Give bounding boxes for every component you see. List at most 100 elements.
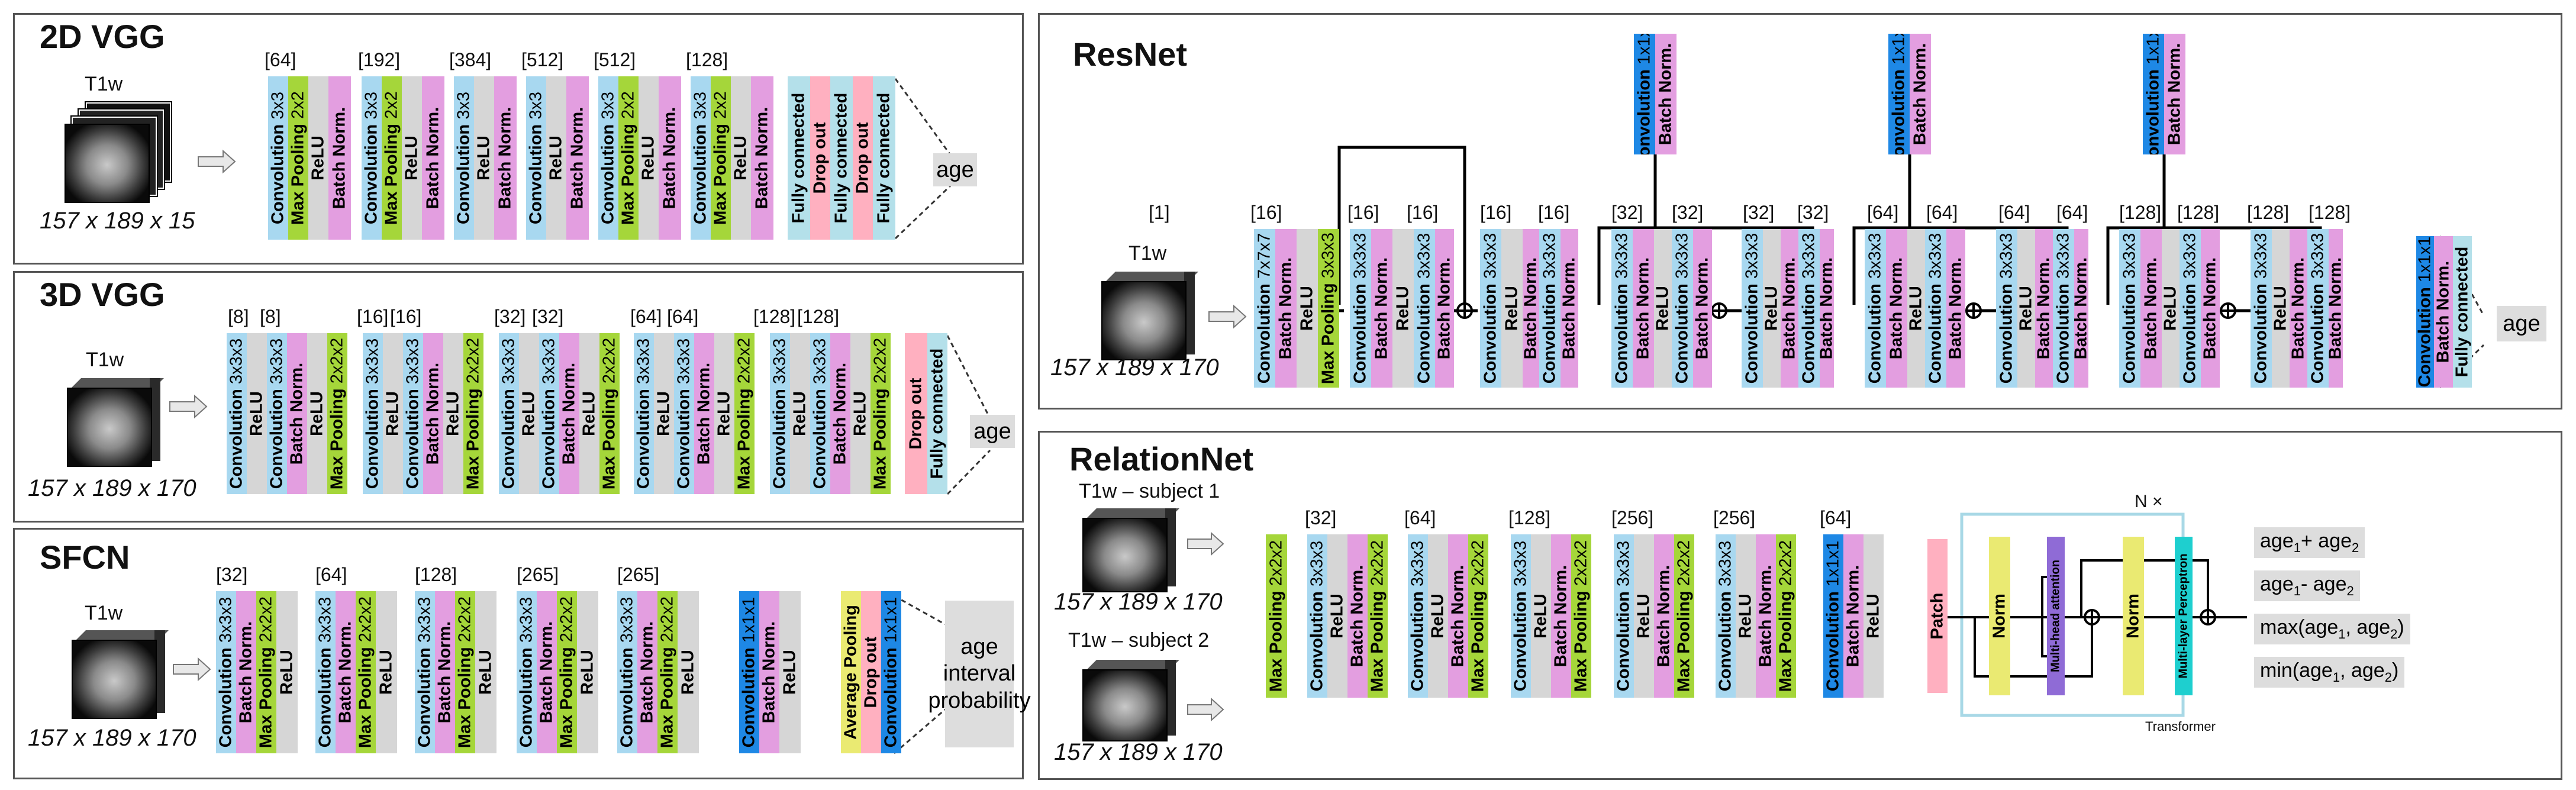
pool-block: Max Pooling 2x2x2	[455, 591, 475, 753]
pool-block: Max Pooling 2x2x2	[1266, 534, 1287, 698]
fc-block: Fully connected	[927, 333, 947, 494]
channel-label: [8]	[228, 306, 249, 327]
input-dimensions: 157 x 189 x 170	[1050, 354, 1219, 381]
channel-label: [16]	[1538, 202, 1570, 223]
conv-block: Convolution 3x3	[526, 76, 546, 240]
relu-block: ReLU	[850, 333, 871, 494]
channel-label: [64]	[1998, 202, 2030, 223]
pool-block: Max Pooling 2x2x2	[327, 333, 347, 494]
projection-conv: Convolution 1x1x1	[2143, 34, 2164, 154]
relu-block: ReLU	[2162, 229, 2180, 388]
panel-title: RelationNet	[1069, 440, 1254, 478]
conv-block: Convolution 3x3x3	[315, 591, 336, 753]
patch-block: Patch	[1927, 539, 1948, 693]
repeat-label: N ×	[2135, 492, 2163, 511]
relu-block: ReLU	[276, 591, 298, 753]
bn-block: Batch Norm.	[751, 76, 773, 240]
conv-block: Convolution 3x3	[598, 76, 618, 240]
conv-block: Convolution 3x3	[362, 76, 382, 240]
bn-block: Batch Norm.	[1633, 229, 1654, 388]
relu-block: ReLU	[1763, 229, 1781, 388]
panel-title: ResNet	[1073, 36, 1187, 73]
pool-block: Max Pooling 2x2x2	[1674, 534, 1694, 698]
conv-block: Convolution 3x3x3	[1307, 534, 1327, 698]
relu-block: ReLU	[1501, 229, 1523, 388]
pool-block: Max Pooling 2x2x2	[1368, 534, 1388, 698]
relu-block: ReLU	[577, 591, 598, 753]
conv-block: Convolution 3x3x3	[1614, 534, 1634, 698]
conv-block: Convolution 3x3x3	[634, 333, 654, 494]
channel-label: [128]	[1508, 507, 1551, 528]
output-age: age	[2497, 306, 2546, 341]
bn-block: Batch Norm.	[1435, 229, 1454, 388]
output-age: age	[970, 415, 1015, 448]
channel-label: [128]	[2247, 202, 2290, 223]
conv-block: Convolution 3x3x3	[1539, 229, 1561, 388]
bn-block: Batch Norm.	[1756, 534, 1776, 698]
relu-block: ReLU	[474, 76, 494, 240]
bn-block: Batch Norm.	[559, 333, 579, 494]
bn-block: Batch Norm.	[1448, 534, 1468, 698]
output-age: age	[933, 153, 977, 186]
projection-bn: Batch Norm.	[2164, 34, 2185, 154]
bn-block: Batch Norm.	[1781, 229, 1798, 388]
relu-block: ReLU	[519, 333, 539, 494]
channel-label: [32]	[494, 306, 526, 327]
bn-block: Batch Norm.	[2035, 229, 2053, 388]
conv-block: Convolution 3x3x3	[1716, 534, 1736, 698]
conv-block: Convolution 3x3x3	[499, 333, 519, 494]
input-channel: [1]	[1149, 202, 1170, 223]
output-interval: age interval probability	[928, 601, 1031, 747]
conv-block: Convolution 3x3x3	[1611, 229, 1633, 388]
channel-label: [128]	[753, 306, 796, 327]
relu-block: ReLU	[731, 76, 751, 240]
projection-bn: Batch Norm.	[1910, 34, 1931, 154]
dropout-block: Drop out	[853, 76, 873, 240]
relu-block: ReLU	[443, 333, 463, 494]
relu-block: ReLU	[383, 333, 403, 494]
vgg2d-connectors	[198, 78, 952, 240]
conv-block: Convolution 3x3x3	[617, 591, 637, 753]
conv-block: Convolution 3x3	[691, 76, 711, 240]
channel-label: [32]	[1743, 202, 1775, 223]
panel-3d-vgg: 3D VGG T1w 157 x 189 x 170 [8] [8] [16] …	[13, 271, 1024, 523]
relation-sum: age1+ age2	[2254, 527, 2365, 558]
conv-block: Convolution 3x3x3	[216, 591, 236, 753]
pool-block: Max Pooling 2x2x2	[356, 591, 376, 753]
channel-label: [64]	[315, 564, 347, 585]
relu-block: ReLU	[1907, 229, 1925, 388]
conv-block: Convolution 3x3x3	[2307, 229, 2329, 388]
panel-resnet: ResNet [1] T1w 157 x 189 x 170	[1038, 13, 2562, 409]
channel-label: [384]	[449, 49, 492, 70]
conv-block: Convolution 3x3	[454, 76, 474, 240]
bn-block: Batch Norm.	[566, 76, 589, 240]
relu-block: ReLU	[714, 333, 734, 494]
panel-sfcn: SFCN T1w 157 x 189 x 170 [32] [64] [128]…	[13, 528, 1031, 779]
conv-block: Convolution 3x3x3	[517, 591, 537, 753]
mlp-block: Multi-layer Perceptron	[2175, 537, 2193, 695]
bn-block: Batch Norm.	[1654, 534, 1674, 698]
conv-block: Convolution 3x3x3	[1672, 229, 1693, 388]
channel-label: [128]	[415, 564, 457, 585]
sfcn-connectors	[173, 595, 946, 754]
fc-block: Fully connected	[830, 76, 853, 240]
relu-block: ReLU	[307, 333, 327, 494]
channel-label: [16]	[1407, 202, 1439, 223]
relation-max: max(age1, age2)	[2254, 614, 2410, 644]
channel-label: [256]	[1611, 507, 1654, 528]
channel-label: [512]	[594, 49, 636, 70]
bn-block: Batch Norm.	[2074, 229, 2088, 388]
pool-block: Max Pooling 2x2x2	[1776, 534, 1796, 698]
conv-block: Convolution 3x3x3	[1865, 229, 1886, 388]
channel-label: [32]	[1305, 507, 1337, 528]
pool-block: Max Pooling 3x3x3	[1318, 229, 1339, 388]
channel-label: [32]	[1672, 202, 1704, 223]
bn-block: Batch Norm.	[759, 591, 779, 753]
relu-block: ReLU	[1736, 534, 1756, 698]
relu-block: ReLU	[678, 591, 699, 753]
pool-block: Max Pooling 2x2x2	[1571, 534, 1591, 698]
input-label: T1w	[1129, 242, 1167, 265]
bn-block: Batch Norm.	[2290, 229, 2307, 388]
conv-block: Convolution 3x3x3	[1350, 229, 1371, 388]
fc-block: Fully connected	[873, 76, 895, 240]
